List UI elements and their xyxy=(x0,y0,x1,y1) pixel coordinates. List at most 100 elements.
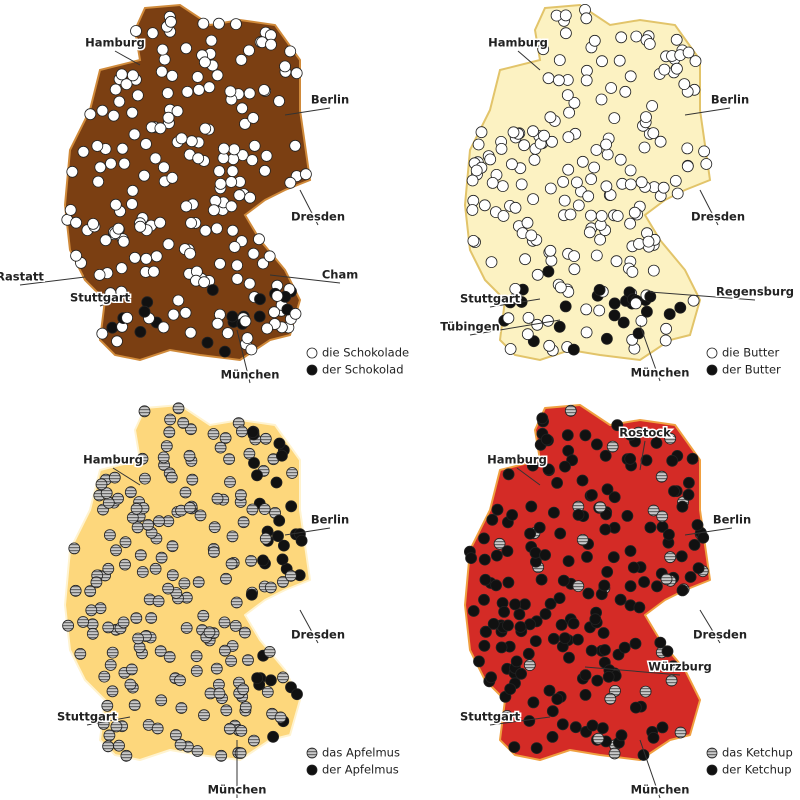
survey-dot xyxy=(233,189,246,202)
survey-dot xyxy=(245,554,258,567)
survey-dot xyxy=(138,305,151,318)
survey-dot xyxy=(522,647,535,660)
survey-dot xyxy=(213,165,226,178)
survey-dot xyxy=(682,476,695,489)
survey-dot xyxy=(263,250,276,263)
survey-dot xyxy=(601,565,614,578)
survey-dot xyxy=(211,492,224,505)
survey-dot xyxy=(254,293,266,306)
survey-dot xyxy=(478,553,491,566)
survey-dot xyxy=(594,233,607,246)
survey-dot xyxy=(179,306,192,319)
survey-dot xyxy=(147,265,160,278)
city-label: Dresden xyxy=(291,210,345,224)
city-label: Stuttgart xyxy=(57,710,118,724)
survey-dot xyxy=(608,297,621,310)
survey-dot xyxy=(86,627,99,640)
survey-dot xyxy=(502,312,515,325)
survey-dot xyxy=(572,580,585,593)
survey-dot xyxy=(624,453,637,465)
survey-dot xyxy=(491,503,504,516)
survey-dot xyxy=(660,573,673,586)
survey-dot xyxy=(128,699,141,712)
survey-dot xyxy=(134,549,147,562)
survey-dot xyxy=(662,528,675,541)
survey-dot xyxy=(248,139,261,152)
survey-dot xyxy=(230,596,243,609)
city-label: Berlin xyxy=(311,513,349,527)
survey-dot xyxy=(664,551,677,564)
survey-dot xyxy=(579,669,592,682)
survey-dot xyxy=(235,724,248,737)
survey-dot xyxy=(104,659,117,671)
survey-dot xyxy=(91,140,104,152)
survey-dot xyxy=(214,177,227,190)
survey-dot xyxy=(522,311,535,324)
survey-dot xyxy=(467,234,480,247)
legend-label: das Ketchup xyxy=(722,746,793,760)
survey-dot xyxy=(207,428,220,440)
survey-dot xyxy=(203,626,216,639)
survey-dot xyxy=(515,667,527,680)
survey-dot xyxy=(611,419,624,432)
survey-dot xyxy=(528,153,541,166)
survey-dot xyxy=(299,168,312,181)
survey-dot xyxy=(559,300,572,313)
survey-dot xyxy=(582,587,595,600)
survey-dot xyxy=(542,314,554,327)
survey-dot xyxy=(289,307,302,320)
survey-dot xyxy=(162,111,175,124)
survey-dot xyxy=(248,457,260,469)
survey-dot xyxy=(633,601,646,614)
survey-dot xyxy=(120,749,133,762)
survey-dot xyxy=(562,131,575,144)
survey-dot xyxy=(155,694,168,707)
survey-dot xyxy=(223,722,236,735)
city-label: Hamburg xyxy=(488,36,548,50)
leader-line xyxy=(284,107,331,116)
survey-dot xyxy=(551,477,564,489)
leader-line xyxy=(19,276,86,286)
survey-dot xyxy=(264,581,277,594)
survey-dot xyxy=(595,93,608,106)
survey-dot xyxy=(484,153,497,166)
survey-dot xyxy=(77,616,89,628)
survey-dot xyxy=(185,135,198,148)
survey-dot xyxy=(472,138,485,151)
survey-dot xyxy=(134,325,147,338)
survey-dot xyxy=(213,687,226,700)
survey-dot xyxy=(585,173,598,186)
survey-dot xyxy=(542,265,555,278)
survey-dot xyxy=(166,540,179,553)
survey-dot xyxy=(284,176,297,189)
survey-dot xyxy=(90,576,103,589)
city-label: Dresden xyxy=(291,628,345,642)
survey-dot xyxy=(564,208,577,221)
survey-dot xyxy=(239,701,252,714)
leader-line xyxy=(86,716,131,726)
survey-dot xyxy=(521,328,534,341)
survey-dot xyxy=(145,612,158,624)
survey-dot xyxy=(618,641,631,654)
survey-dot xyxy=(126,198,138,210)
survey-dot xyxy=(199,122,212,135)
survey-dot xyxy=(268,306,281,319)
survey-dot xyxy=(124,678,137,691)
city-label: Hamburg xyxy=(487,453,547,467)
survey-dot xyxy=(688,538,701,551)
survey-dot xyxy=(546,135,558,148)
survey-dot xyxy=(115,262,128,275)
survey-dot xyxy=(210,222,223,235)
survey-dot xyxy=(562,555,575,568)
survey-dot xyxy=(117,616,130,629)
legend-marker xyxy=(306,747,318,759)
survey-dot xyxy=(231,272,244,285)
leader-line xyxy=(699,189,719,226)
survey-dot xyxy=(225,557,238,570)
survey-dot xyxy=(498,605,510,618)
survey-dot xyxy=(85,604,98,617)
survey-dot xyxy=(271,290,284,302)
survey-dot xyxy=(544,244,557,257)
survey-dot xyxy=(242,654,254,667)
survey-dot xyxy=(64,204,77,216)
